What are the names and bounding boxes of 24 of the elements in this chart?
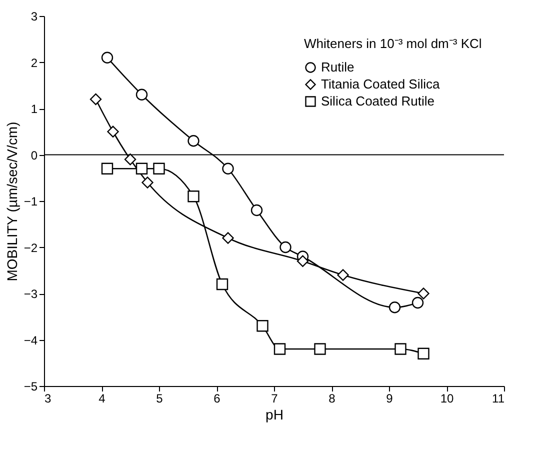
legend-label: Silica Coated Rutile [321,94,434,108]
y-tick-label: −3 [24,287,38,301]
x-tick-label: 4 [98,392,106,406]
x-tick-label: 6 [214,392,221,406]
y-tick-label: 0 [30,148,38,162]
x-tick-label: 11 [492,392,505,406]
x-tick-label: 10 [440,392,454,406]
x-tick-label: 5 [156,392,164,406]
x-tick-label: 8 [328,392,336,406]
legend-title: Whiteners in 10⁻³ mol dm⁻³ KCl [304,36,482,51]
y-axis-title: MOBILITY (µm/sec/V/cm) [4,122,20,282]
y-tick-label: −1 [24,194,38,208]
x-tick-label: 9 [386,392,394,406]
y-tick-label: −2 [24,240,38,255]
x-tick-label: 7 [271,392,278,406]
y-tick-label: 3 [30,10,38,24]
legend-label: Rutile [321,60,354,74]
y-tick-label: −4 [24,333,38,348]
y-tick-label: −5 [24,380,38,394]
y-tick-label: 2 [30,56,38,70]
y-tick-label: 1 [30,102,38,116]
legend-label: Titania Coated Silica [321,76,441,92]
x-axis-title: pH [266,406,284,422]
x-tick-label: 3 [44,392,52,406]
